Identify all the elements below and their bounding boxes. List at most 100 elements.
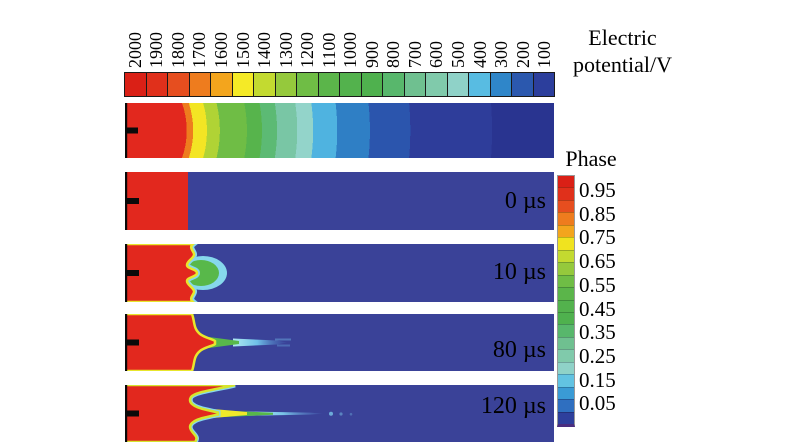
potential-tick-cell: 800 [383,4,405,70]
potential-tick-cell: 200 [512,4,534,70]
electrode-needle [125,270,139,276]
phase-10us-image [122,241,554,305]
potential-colorbar-segment [361,73,383,96]
potential-tick-cell: 1500 [232,4,254,70]
potential-tick-label: 700 [404,41,425,68]
electrode-needle [125,198,139,204]
potential-tick-label: 1300 [275,32,296,68]
phase-colorbar-segment [558,274,574,288]
potential-tick-label: 1100 [318,32,339,68]
potential-tick-label: 400 [469,41,490,68]
time-label-0us: 0 µs [504,188,546,214]
phase-colorbar-segment [558,399,574,412]
phase-tick-label: 0.45 [579,296,616,321]
potential-tick-cell: 1100 [318,4,340,70]
potential-title-line2: potential/V [573,52,672,77]
potential-colorbar-segment [404,73,426,96]
potential-tick-label: 900 [361,41,382,68]
electrode-needle [125,410,139,417]
phase-colorbar-segment [558,411,574,425]
potential-colorbar-segment [490,73,512,96]
phase-colorbar-segment [558,224,574,238]
phase-colorbar-ticks: 0.95 0.85 0.75 0.65 0.55 0.45 0.35 0.25 0.15 0.05 [579,175,639,423]
potential-tick-label: 1700 [189,32,210,68]
potential-colorbar-segment [146,73,168,96]
potential-tick-cell: 900 [361,4,383,70]
phase-tick-label: 0.15 [579,367,616,392]
potential-tick-cell: 1400 [253,4,275,70]
panel-potential-field [125,103,554,158]
potential-colorbar-segment [512,73,534,96]
time-label-80us: 80 µs [492,337,546,363]
potential-tick-cell: 1300 [275,4,297,70]
potential-tick-cell: 1000 [339,4,361,70]
potential-colorbar-segment [254,73,276,96]
phase-tick-label: 0.35 [579,320,616,345]
potential-tick-cell: 1700 [189,4,211,70]
phase-tick-label: 0.65 [579,249,616,274]
potential-colorbar-segment [297,73,319,96]
potential-colorbar-segment [340,73,362,96]
electrode-needle [125,339,139,346]
time-label-120us: 120 µs [480,393,546,419]
potential-tick-cell: 700 [404,4,426,70]
potential-tick-cell: 500 [447,4,469,70]
potential-colorbar-segment [275,73,297,96]
potential-colorbar-segment [426,73,448,96]
potential-colorbar-segment [189,73,211,96]
panel-phase-120us [122,382,554,442]
phase-tick-label: 0.85 [579,201,616,226]
phase-colorbar-segment [558,361,574,375]
potential-colorbar-ticks: 2000 1900 1800 1700 1600 1500 1400 1300 1200 1100… [124,4,555,70]
phase-colorbar-segment [558,311,574,325]
phase-120us-image [122,382,554,442]
phase-tick-label: 0.95 [579,178,616,202]
potential-tick-label: 1400 [254,32,275,68]
potential-tick-label: 1600 [210,32,231,68]
potential-colorbar-segment [211,73,233,96]
potential-tick-cell: 1900 [146,4,168,70]
potential-tick-cell: 400 [469,4,491,70]
phase-colorbar-segment [558,324,574,337]
phase-colorbar-segment [558,336,574,350]
potential-colorbar-segment [533,73,554,96]
phase-colorbar-title: Phase [565,146,617,171]
panel-phase-80us [123,312,554,373]
potential-tick-label: 1900 [146,32,167,68]
potential-colorbar-segments [124,72,555,97]
potential-colorbar-segment [168,73,190,96]
potential-tick-cell: 600 [426,4,448,70]
potential-title-line1: Electric [588,25,657,50]
potential-colorbar-segment [447,73,469,96]
phase-colorbar-segment [558,349,574,362]
potential-tick-label: 800 [383,41,404,68]
phase-tick-label: 0.05 [579,391,616,416]
potential-tick-cell: 1600 [210,4,232,70]
potential-field-image [125,103,554,158]
potential-tick-label: 2000 [124,32,145,68]
potential-tick-cell: 1800 [167,4,189,70]
potential-colorbar-segment [318,73,340,96]
phase-80us-image [123,312,554,373]
phase-tick-label: 0.25 [579,343,616,368]
potential-tick-label: 1200 [297,32,318,68]
phase-colorbar-segment [558,374,574,387]
phase-colorbar-segment [558,299,574,312]
phase-colorbar-segment [558,262,574,275]
potential-tick-label: 500 [447,41,468,68]
phase-colorbar-segment [558,199,574,213]
phase-colorbar-segment [558,187,574,200]
phase-colorbar-segments [557,175,575,427]
phase-tick-label: 0.75 [579,225,616,250]
panel-phase-0us [125,172,554,230]
electrode-needle [125,127,138,134]
phase-colorbar-segment [558,176,574,188]
potential-tick-cell: 1200 [296,4,318,70]
potential-tick-label: 1000 [340,32,361,68]
phase-0us-image [125,172,554,230]
potential-tick-label: 200 [512,41,533,68]
potential-tick-label: 1800 [167,32,188,68]
potential-colorbar-segment [383,73,405,96]
potential-colorbar-title: Electric potential/V [540,24,705,78]
